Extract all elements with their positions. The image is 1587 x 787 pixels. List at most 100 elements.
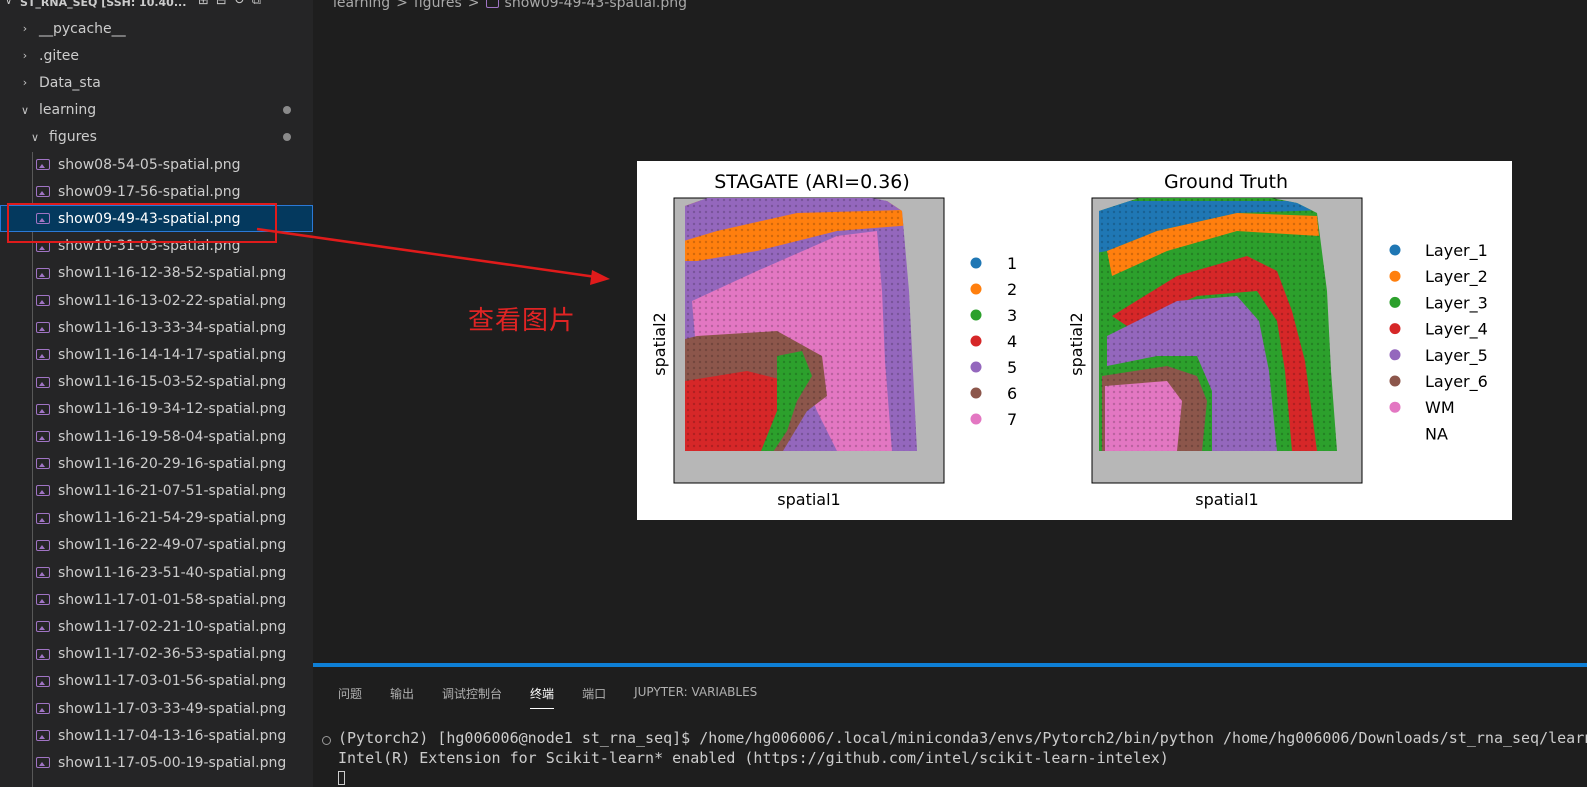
folder-item[interactable]: › __pycache__ xyxy=(0,15,313,42)
image-file-icon xyxy=(36,621,50,633)
explorer-header[interactable]: ∨ ST_RNA_SEQ [SSH: 10.40... ⊞ ⊟ ↻ ⧉ xyxy=(0,0,313,11)
tree-item-label: show08-54-05-spatial.png xyxy=(58,156,241,173)
file-item[interactable]: show11-16-22-49-07-spatial.png xyxy=(0,532,313,559)
breadcrumb-item[interactable]: learning xyxy=(333,0,391,11)
legend-label: 5 xyxy=(1007,358,1017,377)
legend-label: Layer_6 xyxy=(1425,372,1488,392)
image-file-icon xyxy=(36,703,50,714)
file-item[interactable]: show09-49-43-spatial.png xyxy=(0,205,313,233)
folder-item[interactable]: ∨ figures xyxy=(0,124,313,151)
legend-marker xyxy=(1389,375,1401,387)
tab-problems[interactable]: 问题 xyxy=(338,687,363,701)
breadcrumb: learning > figures > show09-49-43-spatia… xyxy=(333,0,687,11)
tree-item-label: show11-16-23-51-40-spatial.png xyxy=(58,564,287,581)
breadcrumb-separator: > xyxy=(467,0,480,11)
new-file-icon[interactable]: ⊞ xyxy=(198,0,209,8)
modified-dot-icon xyxy=(283,133,291,142)
legend-label: 1 xyxy=(1007,254,1017,273)
file-item[interactable]: show11-16-13-33-34-spatial.png xyxy=(0,314,313,341)
file-item[interactable]: show11-17-04-13-16-spatial.png xyxy=(0,722,313,749)
tree-item-label: show11-16-15-03-52-spatial.png xyxy=(58,374,287,391)
collapse-all-icon[interactable]: ⧉ xyxy=(251,0,262,8)
chevron-down-icon[interactable]: ∨ xyxy=(5,0,13,7)
breadcrumb-item[interactable]: figures xyxy=(413,0,462,11)
tree-item-label: show09-49-43-spatial.png xyxy=(58,210,241,227)
left-plot-title: STAGATE (ARI=0.36) xyxy=(714,171,910,193)
image-file-icon xyxy=(36,186,50,198)
file-item[interactable]: show11-16-19-58-04-spatial.png xyxy=(0,423,313,450)
right-tissue xyxy=(1099,198,1337,451)
panel-tabs: 问题 输出 调试控制台 终端 端口 JUPYTER: VARIABLES xyxy=(338,685,785,709)
left-ylabel: spatial2 xyxy=(650,312,669,375)
tree-item-label: show11-17-05-00-19-spatial.png xyxy=(58,754,287,771)
file-item[interactable]: show08-54-05-spatial.png xyxy=(0,151,313,178)
tree-item-label: show11-17-02-21-10-spatial.png xyxy=(58,618,287,635)
right-plot-title: Ground Truth xyxy=(1164,171,1288,193)
tree-item-label: show11-16-22-49-07-spatial.png xyxy=(58,537,287,554)
file-item[interactable]: show11-17-02-36-53-spatial.png xyxy=(0,641,313,668)
legend-marker xyxy=(1389,349,1401,361)
file-item[interactable]: show11-17-05-00-19-spatial.png xyxy=(0,749,313,776)
file-item[interactable]: show11-16-21-07-51-spatial.png xyxy=(0,477,313,504)
legend-label: 2 xyxy=(1007,280,1017,299)
legend-label: Layer_3 xyxy=(1425,293,1488,313)
tree-item-label: show11-16-21-07-51-spatial.png xyxy=(58,482,287,499)
tab-debug-console[interactable]: 调试控制台 xyxy=(442,687,503,701)
image-file-icon xyxy=(36,267,50,279)
file-item[interactable]: show11-16-19-34-12-spatial.png xyxy=(0,396,313,423)
tab-jupyter-variables[interactable]: JUPYTER: VARIABLES xyxy=(634,685,758,699)
legend-label: NA xyxy=(1425,424,1448,443)
file-item[interactable]: show11-17-03-33-49-spatial.png xyxy=(0,695,313,722)
file-item[interactable]: show11-17-01-01-58-spatial.png xyxy=(0,586,313,613)
selection-border xyxy=(0,205,313,233)
legend-marker xyxy=(1389,296,1401,308)
legend-label: 6 xyxy=(1007,384,1017,403)
breadcrumb-item[interactable]: show09-49-43-spatial.png xyxy=(504,0,688,11)
tab-output[interactable]: 输出 xyxy=(390,687,415,701)
tree-item-label: show11-16-19-58-04-spatial.png xyxy=(58,428,287,445)
chevron-down-icon[interactable]: ∨ xyxy=(30,130,40,144)
new-folder-icon[interactable]: ⊟ xyxy=(215,0,227,8)
modified-dot-icon xyxy=(283,106,291,115)
right-legend: Layer_1 Layer_2 Layer_3 Layer_4 Layer_5 Layer… xyxy=(1389,241,1488,443)
terminal-line: (Pytorch2) [hg006006@node1 st_rna_seq]$ … xyxy=(338,729,1587,747)
chevron-right-icon[interactable]: › xyxy=(22,76,28,90)
terminal-cursor[interactable] xyxy=(338,771,345,785)
image-file-icon xyxy=(36,567,50,578)
folder-item[interactable]: ∨ learning xyxy=(0,97,313,124)
chevron-right-icon[interactable]: › xyxy=(22,49,28,63)
folder-item[interactable]: › Data_sta xyxy=(0,69,313,96)
image-file-icon xyxy=(36,675,50,687)
file-item[interactable]: show11-17-02-21-10-spatial.png xyxy=(0,613,313,640)
chevron-down-icon[interactable]: ∨ xyxy=(20,103,30,117)
legend-label: 7 xyxy=(1007,410,1017,429)
legend-marker xyxy=(970,283,982,295)
file-item[interactable]: show11-16-15-03-52-spatial.png xyxy=(0,369,313,396)
tab-terminal[interactable]: 终端 xyxy=(530,685,555,709)
image-file-icon xyxy=(485,0,499,8)
tab-ports[interactable]: 端口 xyxy=(582,687,607,701)
tree-item-label: .gitee xyxy=(39,47,79,64)
tree-item-label: show11-16-20-29-16-spatial.png xyxy=(58,455,287,472)
file-item[interactable]: show11-16-23-51-40-spatial.png xyxy=(0,559,313,586)
file-item[interactable]: show11-16-13-02-22-spatial.png xyxy=(0,287,313,314)
legend-label: Layer_5 xyxy=(1425,346,1488,366)
chevron-right-icon[interactable]: › xyxy=(22,22,28,35)
file-item[interactable]: show11-16-21-54-29-spatial.png xyxy=(0,505,313,532)
file-item[interactable]: show09-17-56-spatial.png xyxy=(0,178,313,205)
legend-marker xyxy=(1389,323,1401,335)
tree-item-label: show11-16-19-34-12-spatial.png xyxy=(58,401,287,418)
bottom-panel: 问题 输出 调试控制台 终端 端口 JUPYTER: VARIABLES (Py… xyxy=(313,663,1587,787)
tree-item-label: show11-16-21-54-29-spatial.png xyxy=(58,510,287,527)
legend-marker xyxy=(970,361,982,373)
tree-item-label: show11-16-13-02-22-spatial.png xyxy=(58,292,287,309)
file-item[interactable]: show11-16-14-14-17-spatial.png xyxy=(0,341,313,368)
refresh-icon[interactable]: ↻ xyxy=(233,0,245,8)
file-item[interactable]: show11-16-12-38-52-spatial.png xyxy=(0,260,313,287)
file-item[interactable]: show11-16-20-29-16-spatial.png xyxy=(0,450,313,477)
image-file-icon xyxy=(36,349,50,361)
file-item[interactable]: show11-17-03-01-56-spatial.png xyxy=(0,668,313,695)
left-legend: 1 2 3 4 5 6 7 xyxy=(970,254,1017,429)
folder-item[interactable]: › .gitee xyxy=(0,42,313,69)
image-file-icon xyxy=(36,431,50,442)
